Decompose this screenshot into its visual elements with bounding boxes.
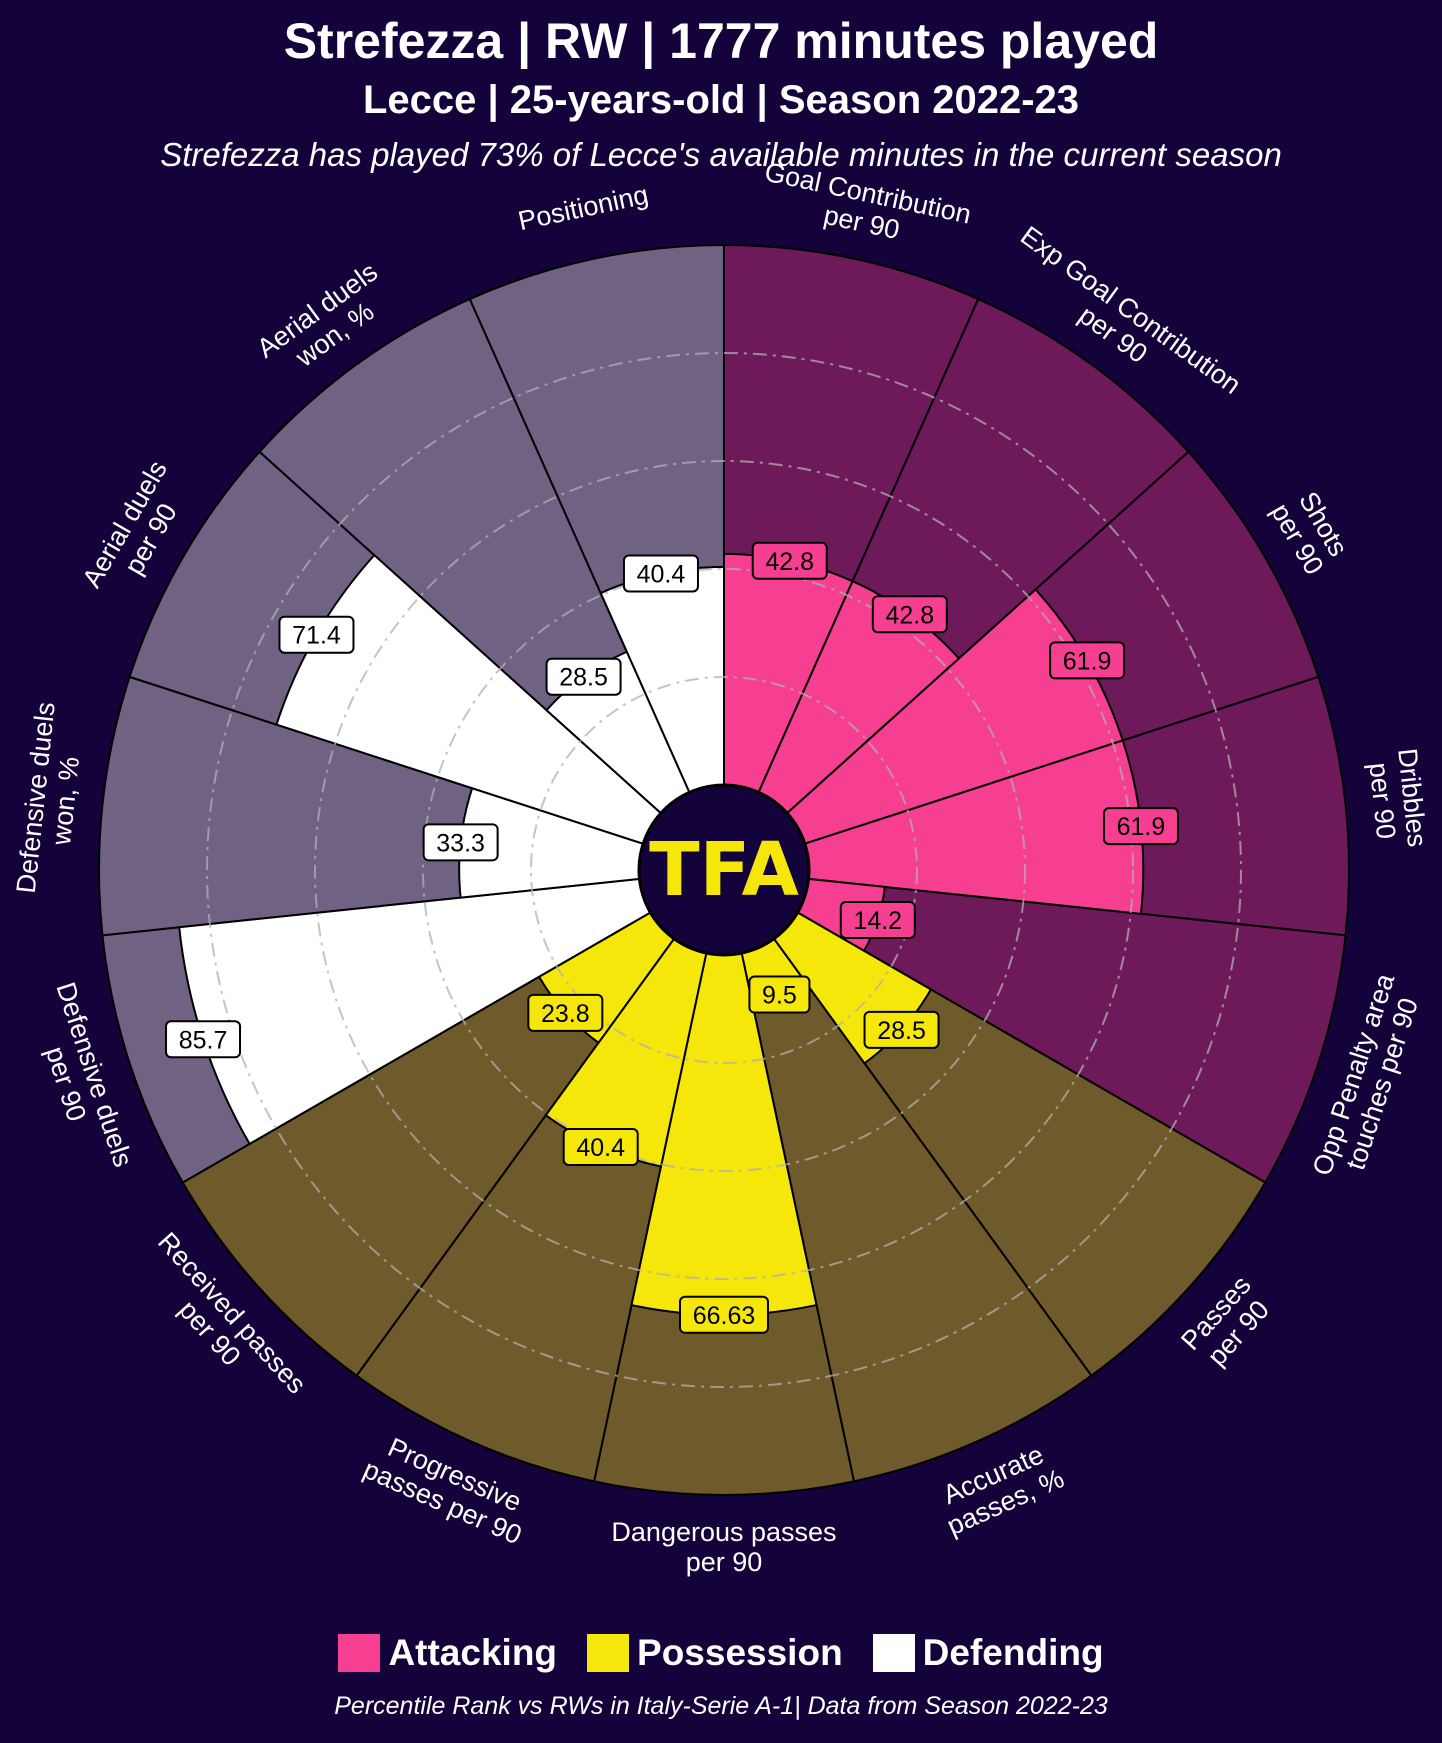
value-text-8: 40.4 <box>576 1134 625 1162</box>
value-box-3 <box>1102 807 1179 846</box>
chart-title: Strefezza | RW | 1777 minutes played <box>283 13 1159 69</box>
value-box-4 <box>839 900 916 939</box>
value-label-3: 61.9 <box>1102 807 1179 846</box>
param-label-2: Shotsper 90 <box>1265 483 1355 579</box>
param-label-line: Positioning <box>516 179 651 236</box>
value-box-11 <box>422 823 499 862</box>
minutes-note: Strefezza has played 73% of Lecce's avai… <box>160 136 1282 173</box>
value-text-10: 85.7 <box>179 1026 228 1054</box>
grid-ring-20 <box>530 676 918 1064</box>
chart-subtitle: Lecce | 25-years-old | Season 2022-23 <box>362 78 1080 122</box>
value-box-13 <box>545 657 622 696</box>
param-label-line: per 90 <box>686 1547 763 1577</box>
value-text-13: 28.5 <box>559 664 608 692</box>
legend: Attacking Possession Defending <box>0 1632 1442 1674</box>
grid-ring-40 <box>422 568 1026 1172</box>
value-box-6 <box>748 975 811 1014</box>
value-text-4: 14.2 <box>853 907 902 935</box>
value-box-5 <box>863 1010 940 1049</box>
value-label-7: 66.63 <box>679 1295 769 1334</box>
value-text-6: 9.5 <box>762 982 797 1010</box>
param-label-14: Positioning <box>516 179 651 236</box>
value-label-13: 28.5 <box>545 657 622 696</box>
value-text-14: 40.4 <box>637 560 686 588</box>
value-label-0: 42.8 <box>751 541 828 580</box>
slice-bars <box>178 552 1145 1316</box>
value-label-2: 61.9 <box>1049 641 1126 680</box>
logo-circle <box>637 783 811 957</box>
value-box-12 <box>278 615 355 654</box>
value-text-0: 42.8 <box>765 548 814 576</box>
param-label-3: Dribblesper 90 <box>1362 747 1432 852</box>
value-label-4: 14.2 <box>839 900 916 939</box>
param-label-line: Dangerous passes <box>611 1517 836 1547</box>
legend-item-defending: Defending <box>872 1632 1104 1674</box>
legend-item-possession: Possession <box>587 1632 843 1674</box>
value-label-10: 85.7 <box>165 1020 242 1059</box>
grid-rings <box>206 352 1242 1388</box>
value-label-9: 23.8 <box>527 993 604 1032</box>
legend-label-defending: Defending <box>922 1632 1104 1673</box>
value-text-12: 71.4 <box>292 622 341 650</box>
param-label-11: Defensive duelswon, % <box>11 701 91 898</box>
value-box-7 <box>679 1295 769 1334</box>
value-text-7: 66.63 <box>693 1302 756 1330</box>
value-box-0 <box>751 541 828 580</box>
footer-note: Percentile Rank vs RWs in Italy-Serie A-… <box>334 1692 1108 1720</box>
value-label-8: 40.4 <box>562 1127 639 1166</box>
value-text-9: 23.8 <box>541 1000 590 1028</box>
value-box-2 <box>1049 641 1126 680</box>
value-box-9 <box>527 993 604 1032</box>
value-text-1: 42.8 <box>885 601 934 629</box>
value-label-14: 40.4 <box>622 554 699 593</box>
value-box-8 <box>562 1127 639 1166</box>
legend-item-attacking: Attacking <box>338 1632 557 1674</box>
legend-swatch-possession <box>587 1634 630 1672</box>
legend-swatch-defending <box>872 1634 915 1672</box>
grid-ring-80 <box>206 352 1242 1388</box>
value-text-11: 33.3 <box>436 829 485 857</box>
value-text-5: 28.5 <box>877 1017 926 1045</box>
value-box-14 <box>622 554 699 593</box>
value-box-1 <box>871 595 948 634</box>
value-label-5: 28.5 <box>863 1010 940 1049</box>
value-label-6: 9.5 <box>748 975 811 1014</box>
value-label-1: 42.8 <box>871 595 948 634</box>
param-label-0: Goal Contributionper 90 <box>756 157 974 259</box>
grid-ring-60 <box>314 460 1134 1280</box>
value-label-12: 71.4 <box>278 615 355 654</box>
tfa-logo: TFA <box>637 783 811 957</box>
legend-label-attacking: Attacking <box>388 1632 558 1673</box>
logo-text: TFA <box>649 827 799 913</box>
param-label-7: Dangerous passes per 90 <box>611 1517 836 1577</box>
value-text-3: 61.9 <box>1117 813 1166 841</box>
value-text-2: 61.9 <box>1063 647 1112 675</box>
value-labels: 42.8 42.8 61.9 61.9 14.2 28.5 9.5 66.63 40.4 23.8… <box>165 541 1179 1334</box>
value-label-11: 33.3 <box>422 823 499 862</box>
legend-label-possession: Possession <box>637 1632 843 1673</box>
value-box-10 <box>165 1020 242 1059</box>
legend-swatch-attacking <box>338 1634 381 1672</box>
